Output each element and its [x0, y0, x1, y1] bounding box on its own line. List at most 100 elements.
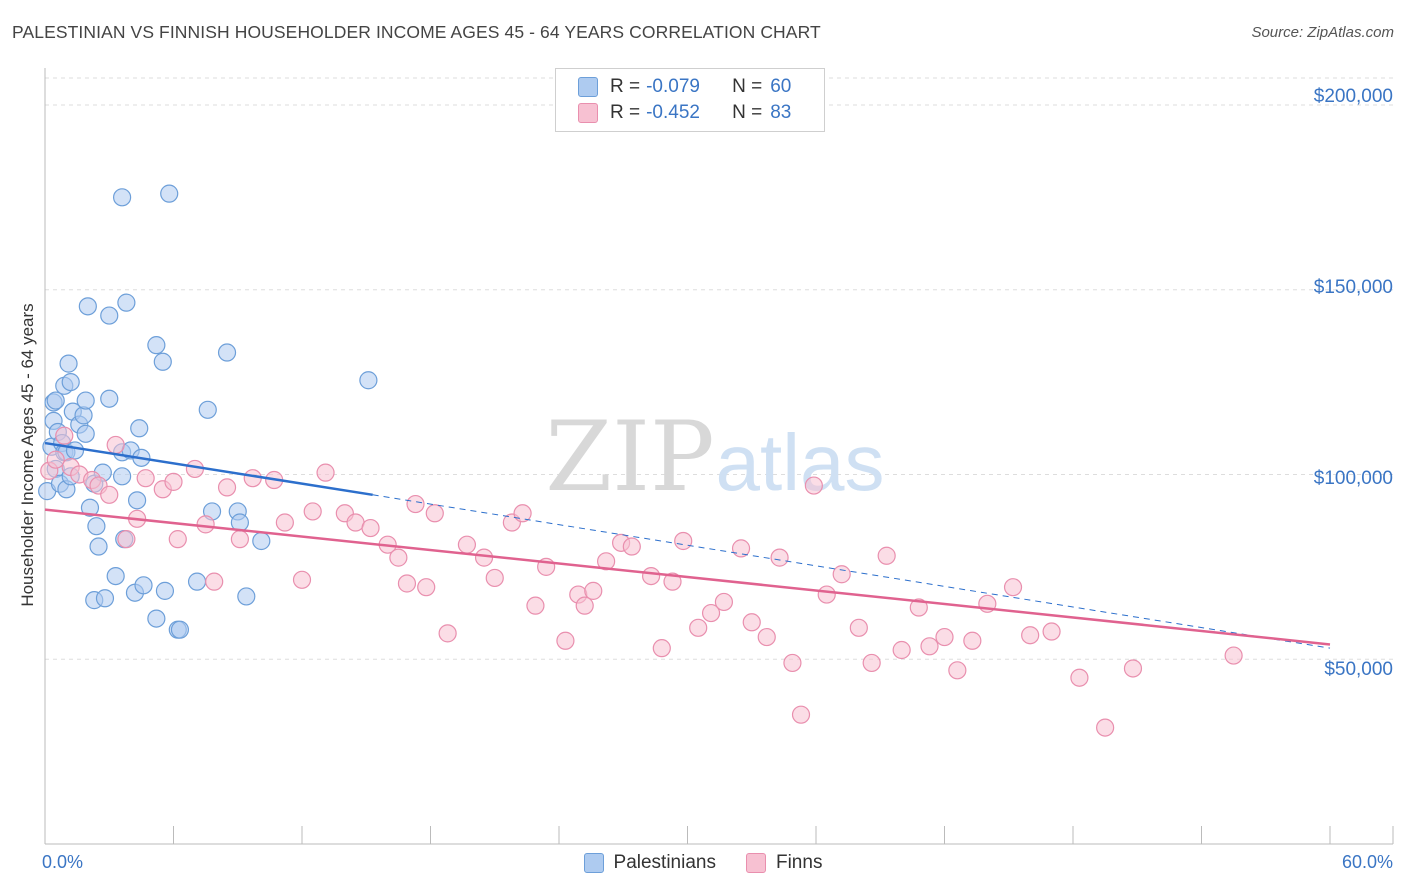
finns-point [804, 476, 823, 495]
y-tick-label-200000: $200,000 [1313, 86, 1393, 107]
finns-point [243, 469, 262, 488]
finns-point [389, 548, 408, 567]
finns-point [303, 502, 322, 521]
finns-point [849, 618, 868, 637]
finns-n-value: 83 [770, 102, 792, 123]
y-tick-label-50000: $50,000 [1324, 659, 1393, 680]
finns-point [556, 631, 575, 650]
finns-point [292, 570, 312, 589]
finns-point [513, 504, 532, 523]
palestinians-point [117, 293, 136, 312]
finns-point [1042, 622, 1061, 641]
axes [44, 68, 1394, 845]
finns-point [757, 627, 776, 647]
finns-point [406, 494, 425, 514]
palestinians-point [46, 391, 65, 410]
finns-point [832, 565, 851, 584]
finns-point [909, 598, 928, 617]
palestinians-points [38, 184, 378, 639]
finns-point [1070, 668, 1089, 687]
palestinians-point [112, 188, 132, 207]
finns-point [100, 485, 119, 504]
finns-point [742, 613, 761, 632]
watermark: ZIP atlas [545, 401, 884, 513]
finns-point [892, 640, 911, 660]
palestinians-point [217, 343, 237, 362]
finns-point [136, 469, 155, 488]
palestinians-trend-solid [44, 441, 373, 497]
finns-point [948, 661, 967, 680]
n-label: N = [732, 102, 763, 123]
watermark-atlas: atlas [716, 418, 885, 507]
finns-point [714, 592, 734, 612]
palestinians-point [89, 537, 108, 556]
finns-point [622, 537, 641, 556]
palestinians-point [76, 424, 95, 443]
palestinians-point [61, 372, 80, 392]
palestinians-point [87, 517, 106, 536]
legend-label-palestinians: Palestinians [613, 852, 716, 873]
palestinians-point [59, 354, 78, 373]
finns-point [1003, 578, 1023, 597]
chart-title: PALESTINIAN VS FINNISH HOUSEHOLDER INCOM… [12, 22, 821, 42]
palestinians-point [106, 566, 125, 586]
palestinians-point [147, 609, 166, 628]
palestinians-point [237, 587, 256, 606]
finns-point [361, 518, 380, 538]
finns-point [783, 653, 802, 673]
palestinians-point [252, 531, 271, 551]
finns-point [1224, 646, 1243, 665]
finns-point [485, 568, 504, 588]
finns-point [701, 603, 721, 623]
finns-point [584, 581, 603, 600]
palestinians-point [155, 581, 175, 600]
palestinians-swatch [578, 77, 598, 97]
finns-point [196, 515, 215, 534]
finns-point [316, 463, 335, 482]
finns-point [457, 535, 477, 554]
palestinians-point [80, 498, 100, 517]
legend-label-finns: Finns [775, 852, 823, 873]
palestinians-point [95, 589, 115, 608]
finns-point [164, 472, 183, 491]
palestinians-point [65, 441, 85, 460]
finns-point [862, 653, 881, 673]
finns-point [55, 426, 74, 445]
finns-point [117, 530, 136, 549]
finns-point [397, 574, 417, 593]
stats-box: R = -0.079 N = 60 R = -0.452 N = 83 [555, 68, 825, 132]
finns-swatch [578, 103, 598, 123]
finns-point [575, 596, 594, 615]
palestinians-point [160, 184, 179, 203]
r-label: R = [610, 102, 641, 123]
finns-point [920, 637, 939, 656]
legend-item-finns[interactable]: Finns [745, 852, 823, 874]
palestinians-point [147, 336, 166, 355]
finns-points [40, 426, 1243, 737]
finns-point [674, 531, 693, 551]
finns-point [791, 705, 811, 724]
finns-point [417, 578, 436, 597]
palestinians-point [76, 391, 95, 410]
palestinians-n-value: 60 [770, 76, 792, 97]
finns-point [641, 566, 661, 586]
finns-point [474, 548, 494, 567]
palestinians-point [100, 306, 119, 325]
finns-point [1096, 718, 1115, 737]
finns-point [230, 530, 249, 549]
y-tick-label-100000: $100,000 [1313, 468, 1393, 489]
legend-item-palestinians[interactable]: Palestinians [583, 852, 716, 874]
finns-point [1021, 626, 1040, 645]
palestinians-point [127, 491, 147, 510]
finns-point [817, 585, 836, 604]
finns-r-value: -0.452 [646, 102, 700, 123]
finns-point [597, 552, 616, 571]
x-tick-label-max: 60.0% [1341, 852, 1393, 872]
watermark-zip: ZIP [545, 401, 714, 513]
palestinians-point [134, 576, 153, 595]
finns-point [438, 624, 457, 643]
palestinians-r-value: -0.079 [646, 76, 700, 97]
finns-point [663, 572, 682, 591]
finns-point [1123, 659, 1143, 678]
